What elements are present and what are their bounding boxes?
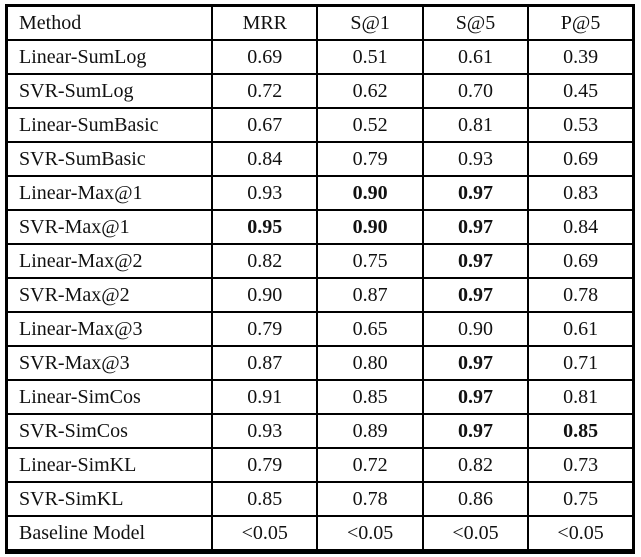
table-row: Linear-Max@1 0.93 0.90 0.97 0.83	[5, 175, 635, 211]
method-cell: Linear-Max@1	[5, 175, 214, 211]
value-cell: 0.67	[211, 107, 319, 143]
value-cell: 0.85	[527, 413, 635, 449]
value-cell: 0.81	[527, 379, 635, 415]
value-cell: 0.78	[316, 481, 424, 517]
value-cell: 0.61	[527, 311, 635, 347]
method-cell: Baseline Model	[5, 515, 214, 553]
column-header-p-at-5: P@5	[527, 4, 635, 41]
method-cell: SVR-SumBasic	[5, 141, 214, 177]
table-row: SVR-Max@1 0.95 0.90 0.97 0.84	[5, 209, 635, 245]
value-cell: 0.84	[527, 209, 635, 245]
table-row: SVR-SimCos 0.93 0.89 0.97 0.85	[5, 413, 635, 449]
value-cell: 0.62	[316, 73, 424, 109]
value-cell: 0.78	[527, 277, 635, 313]
value-cell: 0.79	[211, 311, 319, 347]
value-cell: 0.90	[421, 311, 530, 347]
value-cell: 0.97	[421, 277, 530, 313]
value-cell: 0.83	[527, 175, 635, 211]
value-cell: <0.05	[211, 515, 319, 553]
column-header-method: Method	[5, 4, 214, 41]
value-cell: 0.85	[316, 379, 424, 415]
value-cell: 0.72	[211, 73, 319, 109]
value-cell: 0.93	[421, 141, 530, 177]
value-cell: <0.05	[527, 515, 635, 553]
method-cell: SVR-Max@2	[5, 277, 214, 313]
method-cell: Linear-SumLog	[5, 39, 214, 75]
column-header-s-at-1: S@1	[316, 4, 424, 41]
method-cell: Linear-SumBasic	[5, 107, 214, 143]
value-cell: 0.97	[421, 345, 530, 381]
value-cell: 0.97	[421, 413, 530, 449]
value-cell: 0.81	[421, 107, 530, 143]
method-cell: SVR-Max@1	[5, 209, 214, 245]
table-row: SVR-SumLog 0.72 0.62 0.70 0.45	[5, 73, 635, 109]
value-cell: 0.65	[316, 311, 424, 347]
table-row: SVR-SumBasic 0.84 0.79 0.93 0.69	[5, 141, 635, 177]
value-cell: 0.97	[421, 379, 530, 415]
method-cell: SVR-SumLog	[5, 73, 214, 109]
value-cell: <0.05	[316, 515, 424, 553]
value-cell: 0.69	[527, 141, 635, 177]
value-cell: <0.05	[421, 515, 530, 553]
value-cell: 0.90	[316, 209, 424, 245]
value-cell: 0.93	[211, 175, 319, 211]
value-cell: 0.89	[316, 413, 424, 449]
value-cell: 0.53	[527, 107, 635, 143]
value-cell: 0.51	[316, 39, 424, 75]
value-cell: 0.72	[316, 447, 424, 483]
table-row: Linear-Max@3 0.79 0.65 0.90 0.61	[5, 311, 635, 347]
table-body: Linear-SumLog 0.69 0.51 0.61 0.39 SVR-SumLog 0…	[5, 39, 635, 553]
method-cell: SVR-SimKL	[5, 481, 214, 517]
value-cell: 0.93	[211, 413, 319, 449]
table-row: Linear-SimCos 0.91 0.85 0.97 0.81	[5, 379, 635, 415]
table-row: SVR-SimKL 0.85 0.78 0.86 0.75	[5, 481, 635, 517]
method-cell: Linear-SimCos	[5, 379, 214, 415]
table-row: Linear-SumLog 0.69 0.51 0.61 0.39	[5, 39, 635, 75]
value-cell: 0.95	[211, 209, 319, 245]
value-cell: 0.45	[527, 73, 635, 109]
method-cell: SVR-Max@3	[5, 345, 214, 381]
method-cell: SVR-SimCos	[5, 413, 214, 449]
column-header-mrr: MRR	[211, 4, 319, 41]
table-row: SVR-Max@2 0.90 0.87 0.97 0.78	[5, 277, 635, 313]
value-cell: 0.69	[527, 243, 635, 279]
value-cell: 0.73	[527, 447, 635, 483]
method-cell: Linear-Max@3	[5, 311, 214, 347]
value-cell: 0.97	[421, 243, 530, 279]
value-cell: 0.70	[421, 73, 530, 109]
value-cell: 0.87	[211, 345, 319, 381]
value-cell: 0.97	[421, 209, 530, 245]
value-cell: 0.75	[527, 481, 635, 517]
value-cell: 0.79	[316, 141, 424, 177]
table-row: SVR-Max@3 0.87 0.80 0.97 0.71	[5, 345, 635, 381]
value-cell: 0.39	[527, 39, 635, 75]
value-cell: 0.82	[211, 243, 319, 279]
value-cell: 0.71	[527, 345, 635, 381]
value-cell: 0.90	[316, 175, 424, 211]
value-cell: 0.75	[316, 243, 424, 279]
table-row: Baseline Model <0.05 <0.05 <0.05 <0.05	[5, 515, 635, 553]
table-row: Linear-SimKL 0.79 0.72 0.82 0.73	[5, 447, 635, 483]
value-cell: 0.85	[211, 481, 319, 517]
value-cell: 0.52	[316, 107, 424, 143]
results-table: Method MRR S@1 S@5 P@5 Linear-SumLog 0.69…	[5, 4, 635, 554]
value-cell: 0.82	[421, 447, 530, 483]
method-cell: Linear-Max@2	[5, 243, 214, 279]
value-cell: 0.97	[421, 175, 530, 211]
method-cell: Linear-SimKL	[5, 447, 214, 483]
table-row: Linear-SumBasic 0.67 0.52 0.81 0.53	[5, 107, 635, 143]
value-cell: 0.80	[316, 345, 424, 381]
table-row: Linear-Max@2 0.82 0.75 0.97 0.69	[5, 243, 635, 279]
value-cell: 0.87	[316, 277, 424, 313]
value-cell: 0.90	[211, 277, 319, 313]
value-cell: 0.91	[211, 379, 319, 415]
value-cell: 0.69	[211, 39, 319, 75]
value-cell: 0.79	[211, 447, 319, 483]
value-cell: 0.84	[211, 141, 319, 177]
header-row: Method MRR S@1 S@5 P@5	[5, 4, 635, 41]
value-cell: 0.86	[421, 481, 530, 517]
value-cell: 0.61	[421, 39, 530, 75]
column-header-s-at-5: S@5	[421, 4, 530, 41]
